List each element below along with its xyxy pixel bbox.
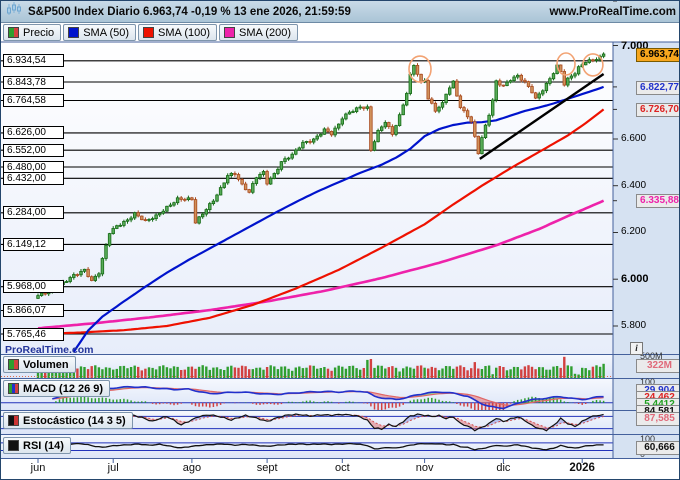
legend-tab-1-label: SMA (50) [83,26,130,39]
trendline[interactable] [479,73,605,160]
legend-tab-1-icon [68,27,80,38]
rsi-scale-label: 100 [640,434,656,444]
candlestick-chart-icon [6,2,22,21]
legend-tab-0-label: Precio [23,26,55,39]
sma50-value-box: 6.822,77 [636,81,679,95]
website-link: www.ProRealTime.com [549,5,676,18]
level-label[interactable]: 5.866,07 [3,304,64,317]
panel-tab-holder-stoch: Estocástico (14 3 5) [3,412,135,429]
month-label-2026: 2026 [569,462,595,474]
panel-tab-holder-volume: Volumen [3,356,78,373]
level-label[interactable]: 6.843,78 [3,75,64,89]
level-label[interactable]: 6.626,00 [3,126,64,140]
month-label-ago: ago [182,462,202,474]
month-label-nov: nov [415,462,434,474]
panel-tab-volume-icon [8,359,19,370]
stoch-d-value-box: 87,585 [636,412,679,426]
rsi-value-box: 60,666 [636,441,679,455]
panel-tab-macd-icon [8,383,19,394]
legend-tab-1[interactable]: SMA (50) [63,24,137,41]
panel-tab-volume[interactable]: Volumen [3,356,76,373]
level-label[interactable]: 6.934,54 [3,54,64,68]
legend-tab-3-label: SMA (200) [239,26,291,39]
panel-tab-stoch-icon [8,415,19,426]
panel-tab-holder-rsi: RSI (14) [3,437,73,454]
price-axis-tick: 6.400 [621,179,647,191]
legend-tab-0-icon [8,27,19,38]
sma-lines [37,85,605,353]
legend-tab-2-icon [143,27,155,38]
annotation-circle[interactable] [408,55,432,83]
level-label[interactable]: 5.968,00 [3,280,64,294]
panel-tab-rsi-icon [8,440,19,451]
volume-scale-label: 500M [640,351,663,361]
price-axis-tick: 6.600 [621,132,647,144]
annotation-circle[interactable] [556,52,576,76]
month-label-sept: sept [256,462,278,474]
rsi-plot [1,442,613,451]
panel-tab-volume-label: Volumen [23,358,69,371]
price-axis-tick: 6.200 [621,226,647,238]
panel-tab-rsi-label: RSI (14) [23,439,64,452]
legend-tab-3-icon [224,27,236,38]
legend-tab-2[interactable]: SMA (100) [138,24,218,41]
panel-tab-macd[interactable]: MACD (12 26 9) [3,380,111,397]
level-label[interactable]: 6.149,12 [3,237,64,251]
price-axis-tick: 5.800 [621,319,647,331]
month-label-jul: jul [107,462,119,474]
level-label[interactable]: 6.764,58 [3,94,64,108]
volume-bars [1,356,613,378]
candlestick-series [36,52,606,299]
sma200-value-box: 6.335,88 [636,194,679,208]
price-axis-tick: 6.000 [621,273,649,286]
annotation-circle[interactable] [582,53,604,77]
volume-value-box: 322M [636,359,679,373]
level-label[interactable]: 5.765,46 [3,327,64,341]
legend-tab-2-label: SMA (100) [158,26,211,39]
info-button[interactable]: i [630,342,643,355]
panel-tab-stoch[interactable]: Estocástico (14 3 5) [3,412,133,429]
panel-tab-rsi[interactable]: RSI (14) [3,437,71,454]
legend-tab-3[interactable]: SMA (200) [219,24,298,41]
legend-tab-0[interactable]: Precio [3,24,62,41]
level-label[interactable]: 6.432,00 [3,171,64,185]
macd-scale-label: 100 [640,377,656,387]
panel-tab-holder-macd: MACD (12 26 9) [3,380,112,397]
month-label-oct: oct [334,462,350,474]
watermark: ProRealTime.com [5,344,94,356]
title-bar: S&P500 Index Diario 6.963,74 -0,19 % 13 … [1,1,679,23]
month-label-dic: dic [496,462,511,474]
level-label[interactable]: 6.284,00 [3,206,64,220]
chart-title: S&P500 Index Diario 6.963,74 -0,19 % 13 … [28,5,351,18]
macd-plot [1,385,613,410]
panel-tab-macd-label: MACD (12 26 9) [23,382,104,395]
legend-row: Precio SMA (50) SMA (100) SMA (200) [3,24,300,41]
month-label-jun: jun [30,462,46,474]
panel-tab-stoch-label: Estocástico (14 3 5) [23,414,126,427]
sma100-value-box: 6.726,70 [636,103,679,117]
level-label[interactable]: 6.552,00 [3,143,64,157]
last-price-box: 6.963,74 [636,48,679,62]
